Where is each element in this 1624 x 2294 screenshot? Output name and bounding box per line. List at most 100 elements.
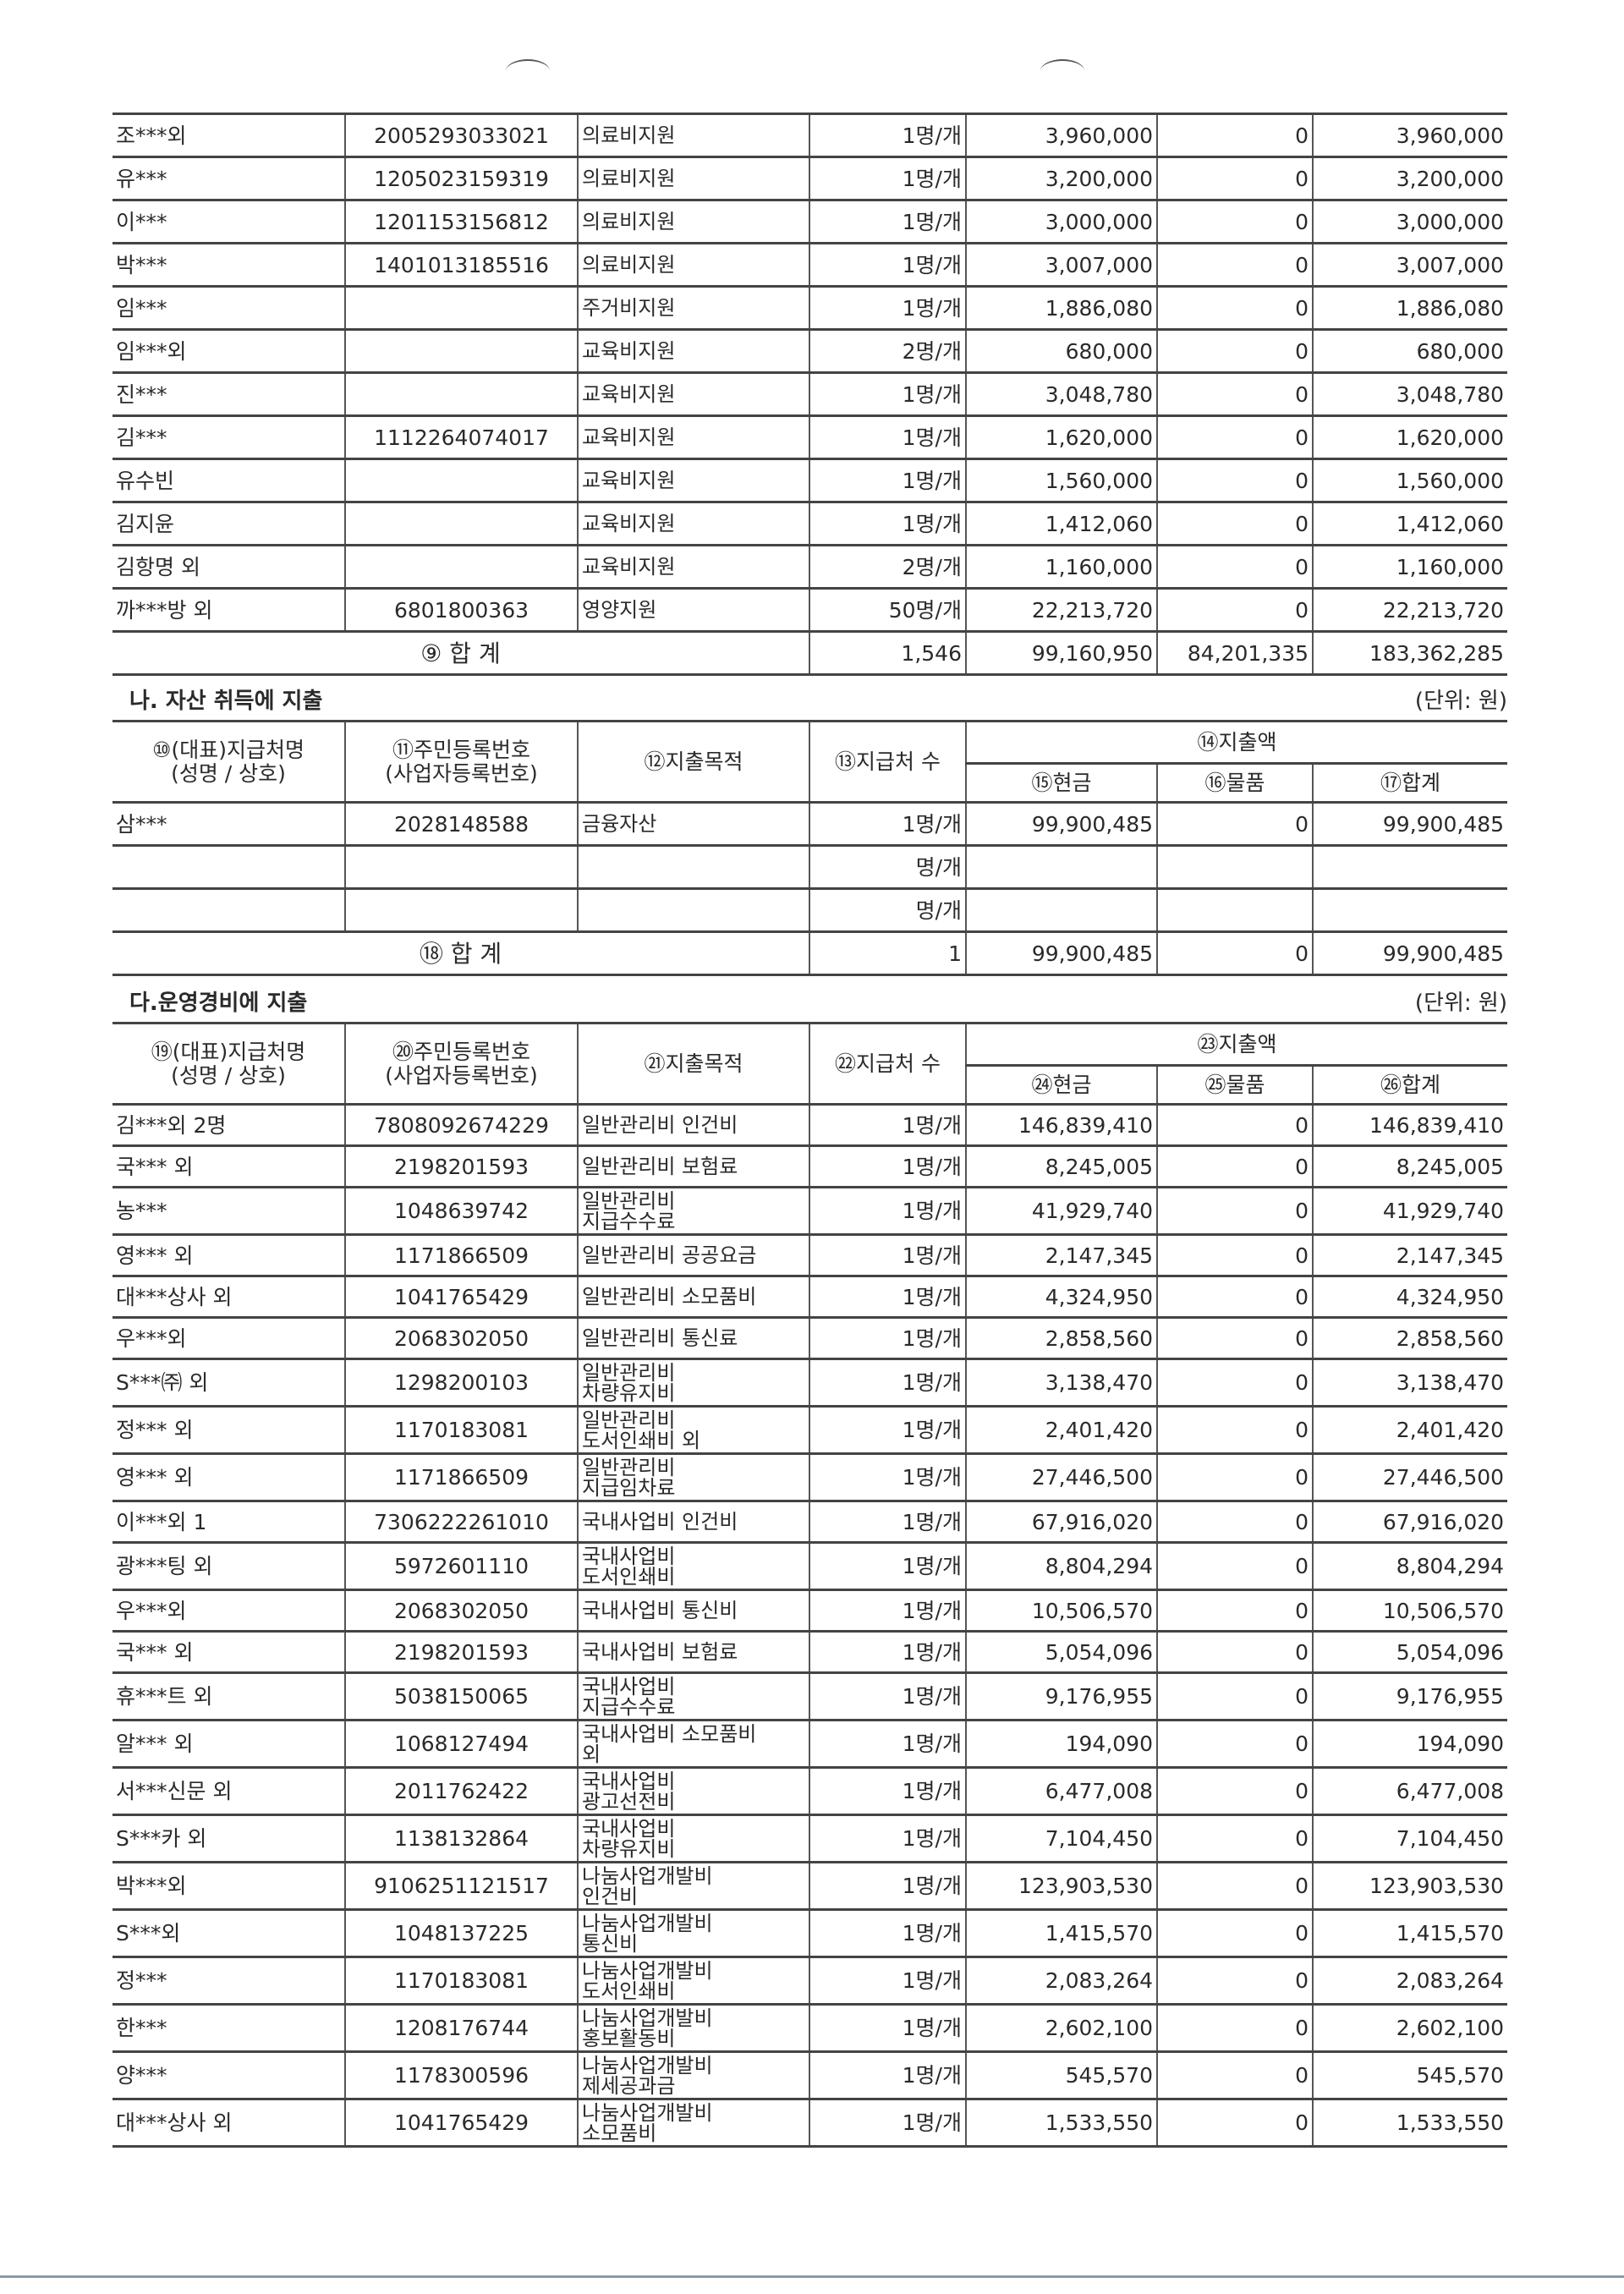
- registration-number: [345, 544, 579, 590]
- expense-purpose: 일반관리비 공공요금: [578, 1233, 810, 1277]
- expense-purpose: 일반관리비 보험료: [578, 1144, 810, 1188]
- registration-number: 1041765429: [345, 2098, 579, 2148]
- cash-amount: 2,147,345: [966, 1233, 1158, 1277]
- expense-purpose: 일반관리비 도서인쇄비 외: [578, 1405, 810, 1455]
- total-amount: 3,048,780: [1313, 371, 1507, 417]
- payee-name: 정***: [112, 1956, 346, 2006]
- goods-amount: 0: [1157, 1671, 1314, 1721]
- goods-amount: 0: [1157, 1358, 1314, 1408]
- section-da-title: 다.운영경비에 지출: [129, 991, 308, 1016]
- expense-purpose: 의료비지원: [578, 242, 810, 288]
- table-row: 서***신문 외 2011762422 국내사업비 광고선전비 1명/개 6,477,0…: [112, 1766, 1508, 1816]
- table-row: 임*** 주거비지원 1명/개 1,886,080 0 1,886,080: [112, 285, 1507, 331]
- table-row: 이*** 1201153156812 의료비지원 1명/개 3,000,000 0 3,00…: [112, 199, 1507, 244]
- header-payee-count: ㉒지급처 수: [809, 1022, 967, 1106]
- payee-name: 까***방 외: [112, 587, 346, 633]
- header-total: ㉖합계: [1313, 1064, 1508, 1106]
- goods-amount: 0: [1157, 1103, 1314, 1147]
- registration-number: [345, 285, 579, 331]
- cash-amount: 1,533,550: [966, 2098, 1158, 2148]
- payee-count: 1명/개: [809, 1186, 967, 1236]
- cash-amount: 2,401,420: [966, 1405, 1158, 1455]
- cash-amount: 67,916,020: [966, 1500, 1158, 1544]
- table-row: 알*** 외 1068127494 국내사업비 소모품비 외 1명/개 194,090 0…: [112, 1719, 1508, 1769]
- section-da-unit: (단위: 원): [1414, 991, 1507, 1016]
- total-amount: 27,446,500: [1313, 1452, 1508, 1502]
- cash-amount: 3,000,000: [966, 199, 1158, 244]
- total-amount: 3,200,000: [1313, 156, 1507, 201]
- registration-number: [345, 844, 579, 890]
- goods-amount: 0: [1157, 1144, 1314, 1188]
- table-row: S***㈜ 외 1298200103 일반관리비 차량유지비 1명/개 3,138,47…: [112, 1358, 1508, 1408]
- expense-purpose: 나눔사업개발비 홍보활동비: [578, 2003, 810, 2053]
- expense-purpose: 나눔사업개발비 제세공과금: [578, 2050, 810, 2100]
- goods-amount: [1157, 844, 1314, 890]
- payee-name: 임***: [112, 285, 346, 331]
- cash-amount: 27,446,500: [966, 1452, 1158, 1502]
- goods-amount: 0: [1157, 801, 1314, 847]
- goods-amount: 0: [1157, 1630, 1314, 1674]
- registration-number: [345, 328, 579, 374]
- header-registration-number: ⑳주민등록번호 (사업자등록번호): [345, 1022, 579, 1106]
- registration-number: 2068302050: [345, 1316, 579, 1360]
- total-amount: 2,147,345: [1313, 1233, 1508, 1277]
- total-amount: 1,560,000: [1313, 458, 1507, 503]
- payee-name: 양***: [112, 2050, 346, 2100]
- payee-name: 정*** 외: [112, 1405, 346, 1455]
- total-amount: 22,213,720: [1313, 587, 1507, 633]
- payee-count: 1명/개: [809, 1814, 967, 1863]
- cash-amount: 123,903,530: [966, 1861, 1158, 1911]
- total-amount: 2,602,100: [1313, 2003, 1508, 2053]
- expense-purpose: 교육비지원: [578, 414, 810, 460]
- cash-amount: 10,506,570: [966, 1589, 1158, 1633]
- payee-name: 한***: [112, 2003, 346, 2053]
- header-payee-count: ⑬지급처 수: [809, 720, 967, 804]
- total-count: 1,546: [809, 630, 967, 676]
- goods-amount: 0: [1157, 544, 1314, 590]
- header-payee-name: ⑲(대표)지급처명 (성명 / 상호): [112, 1022, 346, 1106]
- expense-purpose: 국내사업비 통신비: [578, 1589, 810, 1633]
- total-amount: 1,620,000: [1313, 414, 1507, 460]
- payee-name: 휴***트 외: [112, 1671, 346, 1721]
- payee-count: 1명/개: [809, 2003, 967, 2053]
- total-amount: 8,245,005: [1313, 1144, 1508, 1188]
- header-cash: ㉔현금: [966, 1064, 1158, 1106]
- cash-amount: 1,886,080: [966, 285, 1158, 331]
- table-row: 김***외 2명 7808092674229 일반관리비 인건비 1명/개 146,83…: [112, 1103, 1508, 1147]
- registration-number: 2198201593: [345, 1630, 579, 1674]
- payee-name: S***카 외: [112, 1814, 346, 1863]
- payee-name: 이***외 1: [112, 1500, 346, 1544]
- payee-name: 국*** 외: [112, 1144, 346, 1188]
- total-amount: 67,916,020: [1313, 1500, 1508, 1544]
- registration-number: 1401013185516: [345, 242, 579, 288]
- total-amount: 1,533,550: [1313, 2098, 1508, 2148]
- payee-name: 우***외: [112, 1316, 346, 1360]
- cash-amount: 1,160,000: [966, 544, 1158, 590]
- table-row: 삼*** 2028148588 금융자산 1명/개 99,900,485 0 99,900,…: [112, 801, 1508, 847]
- payee-count: 1명/개: [809, 1589, 967, 1633]
- registration-number: 9106251121517: [345, 1861, 579, 1911]
- table-row: 농*** 1048639742 일반관리비 지급수수료 1명/개 41,929,740 0…: [112, 1186, 1508, 1236]
- expense-purpose: 금융자산: [578, 801, 810, 847]
- goods-amount: 0: [1157, 1861, 1314, 1911]
- registration-number: 2198201593: [345, 1144, 579, 1188]
- goods-amount: 0: [1157, 1956, 1314, 2006]
- expense-purpose: 교육비지원: [578, 544, 810, 590]
- goods-amount: 0: [1157, 1766, 1314, 1816]
- goods-amount: 0: [1157, 414, 1314, 460]
- total-amount: 1,415,570: [1313, 1908, 1508, 1958]
- payee-name: 임***외: [112, 328, 346, 374]
- total-amount: 1,160,000: [1313, 544, 1507, 590]
- table-row: 김*** 1112264074017 교육비지원 1명/개 1,620,000 0 1,62…: [112, 414, 1507, 460]
- registration-number: 2068302050: [345, 1589, 579, 1633]
- goods-amount: 0: [1157, 587, 1314, 633]
- header-goods: ㉕물품: [1157, 1064, 1314, 1106]
- header-goods: ⑯물품: [1157, 762, 1314, 804]
- payee-name: [112, 887, 346, 933]
- cash-amount: 1,412,060: [966, 501, 1158, 546]
- expense-purpose: 국내사업비 소모품비 외: [578, 1719, 810, 1769]
- payee-count: 1명/개: [809, 1719, 967, 1769]
- cash-amount: 3,960,000: [966, 113, 1158, 158]
- payee-name: 김지윤: [112, 501, 346, 546]
- table-row: 김지윤 교육비지원 1명/개 1,412,060 0 1,412,060: [112, 501, 1507, 546]
